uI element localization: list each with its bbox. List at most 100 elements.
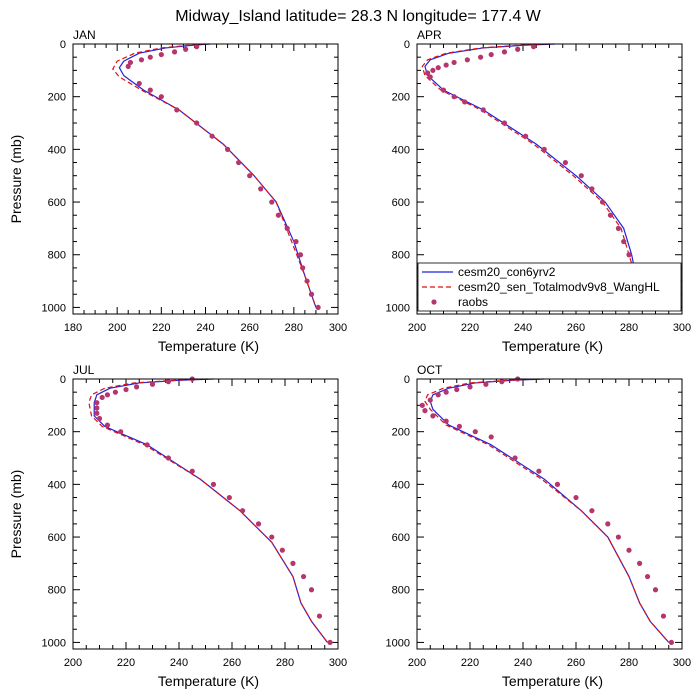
x-tick-label: 300	[329, 657, 347, 669]
plot-frame	[72, 43, 339, 315]
raobs-point	[293, 238, 299, 245]
y-axis-label: Pressure (mb)	[8, 470, 24, 559]
y-tick-label: 0	[404, 39, 410, 51]
legend: cesm20_con6yrv2cesm20_sen_Totalmodv9v8_W…	[417, 262, 682, 312]
raobs-point	[501, 49, 508, 55]
raobs-point	[138, 57, 145, 63]
x-tick-label: 200	[108, 322, 126, 334]
raobs-point	[578, 173, 584, 179]
series-line-1	[88, 378, 328, 643]
raobs-point	[290, 560, 296, 566]
x-tick-label: 220	[117, 657, 135, 669]
y-tick-label: 800	[48, 585, 66, 597]
raobs-point	[419, 402, 425, 408]
raobs-point	[456, 423, 462, 430]
raobs-point	[443, 389, 449, 395]
figure-title: Midway_Island latitude= 28.3 N longitude…	[175, 8, 541, 25]
raobs-point	[488, 434, 494, 440]
raobs-point	[427, 74, 433, 80]
raobs-point	[626, 252, 632, 258]
y-tick-label: 400	[48, 144, 66, 156]
panel-2: 200 220 240 260 280 300 0 200 400 600 800 1000 JUL Te…	[8, 363, 347, 689]
raobs-point	[297, 252, 304, 258]
panel-title: APR	[417, 28, 442, 42]
raobs-point	[430, 413, 436, 419]
raobs-point	[430, 67, 436, 73]
raobs-point	[258, 186, 264, 192]
x-tick-label: 260	[223, 657, 241, 669]
raobs-point	[279, 547, 285, 553]
raobs-point	[94, 405, 100, 411]
legend-box	[417, 262, 682, 312]
series-line-0	[93, 378, 328, 643]
x-tick-label: 200	[408, 657, 426, 669]
raobs-point	[183, 46, 189, 52]
raobs-point	[315, 304, 321, 311]
panel-0: 180 200 220 240 260 280 300 0 200 400 600 800 1000 JA…	[8, 28, 347, 354]
x-tick-label: 220	[152, 322, 170, 334]
raobs-point	[607, 212, 614, 218]
y-tick-label: 200	[392, 427, 410, 439]
x-tick-label: 240	[514, 657, 532, 669]
raobs-point	[247, 173, 253, 179]
x-tick-label: 220	[461, 657, 479, 669]
series-line-1	[112, 43, 317, 308]
x-axis-label: Temperature (K)	[158, 338, 259, 354]
raobs-point	[615, 534, 622, 540]
plot-frame	[72, 378, 339, 650]
raobs-point	[255, 521, 262, 527]
raobs-point	[472, 429, 478, 435]
y-tick-label: 200	[48, 92, 66, 104]
y-tick-label: 800	[392, 585, 410, 597]
x-tick-label: 200	[64, 657, 82, 669]
y-tick-label: 200	[392, 92, 410, 104]
panel-1: 200 220 240 260 280 300 0 200 400 600 800 1000 APR Te…	[386, 28, 692, 354]
x-tick-label: 200	[408, 322, 426, 334]
y-axis-label: Pressure (mb)	[8, 135, 24, 224]
y-tick-label: 600	[392, 532, 410, 544]
y-tick-label: 400	[392, 144, 410, 156]
raobs-point	[174, 107, 180, 113]
raobs-point	[499, 379, 505, 385]
y-tick-label: 1000	[42, 302, 66, 314]
raobs-point	[462, 99, 468, 105]
raobs-point	[112, 389, 118, 395]
raobs-point	[488, 51, 494, 58]
y-tick-label: 1000	[386, 637, 410, 649]
raobs-point	[125, 63, 131, 69]
raobs-point	[443, 62, 449, 68]
raobs-point	[435, 65, 441, 71]
raobs-point	[275, 212, 281, 218]
panel-title: JUL	[73, 363, 95, 377]
raobs-point	[96, 415, 103, 422]
raobs-point	[425, 70, 431, 76]
raobs-point	[451, 59, 457, 66]
raobs-point	[210, 481, 217, 487]
raobs-point	[531, 44, 537, 50]
raobs-point	[304, 278, 310, 284]
raobs-point	[158, 51, 164, 58]
panels: 180 200 220 240 260 280 300 0 200 400 600 800 1000 JA…	[8, 28, 691, 689]
legend-label: raobs	[458, 295, 488, 309]
raobs-point	[554, 481, 561, 487]
raobs-point	[435, 392, 441, 398]
y-tick-label: 800	[392, 250, 410, 262]
y-tick-label: 0	[60, 39, 66, 51]
x-tick-label: 260	[240, 322, 258, 334]
raobs-point	[512, 455, 518, 461]
raobs-point	[134, 384, 140, 390]
raobs-point	[209, 133, 215, 139]
x-tick-label: 280	[620, 657, 638, 669]
raobs-point	[562, 159, 569, 166]
raobs-point	[224, 146, 231, 152]
y-tick-label: 200	[48, 427, 66, 439]
plot-frame	[416, 378, 683, 650]
raobs-point	[440, 87, 447, 93]
raobs-point	[308, 587, 315, 593]
raobs-point	[194, 120, 200, 126]
raobs-point	[478, 54, 484, 60]
legend-marker	[431, 299, 437, 305]
series-line-1	[421, 43, 659, 308]
panel-title: OCT	[417, 363, 443, 377]
